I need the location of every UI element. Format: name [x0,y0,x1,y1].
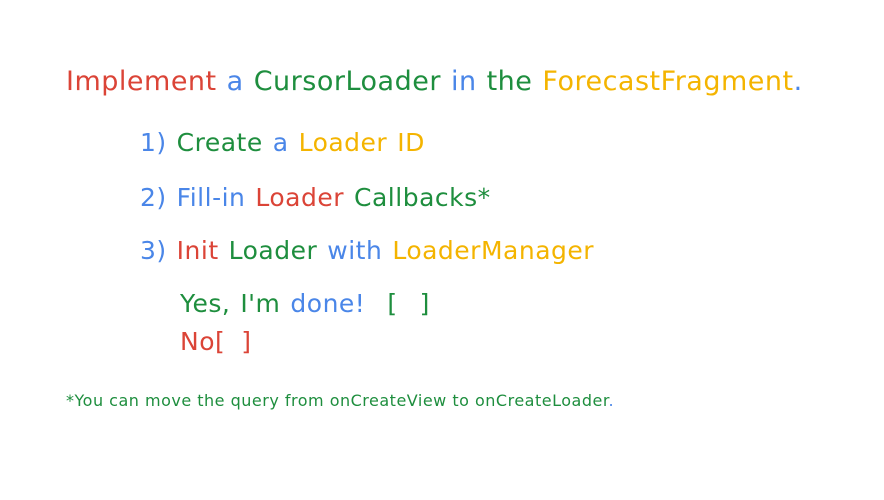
step-2-number: 2) [140,183,167,212]
step-2-word-loader: Loader [255,183,345,212]
title-word-implement: Implement [66,66,217,97]
step-3-word-init: Init [176,236,219,265]
title-word-forecastfragment: ForecastFragment [542,66,794,97]
step-3: 3) Init Loader with LoaderManager [140,236,594,265]
step-3-word-loader: Loader [228,236,318,265]
step-1-number: 1) [140,128,167,157]
answer-no-label: No [180,327,215,356]
step-1-word-loader: Loader [298,128,388,157]
footnote-text: *You can move the query from onCreateVie… [66,391,609,410]
step-1-word-create: Create [176,128,263,157]
step-1-word-a: a [272,128,289,157]
answer-yes-checkbox-open[interactable]: [ [387,289,398,318]
answer-yes-word-im: I'm [240,289,281,318]
footnote: *You can move the query from onCreateVie… [66,391,614,410]
step-3-number: 3) [140,236,167,265]
title-word-in: in [450,66,477,97]
footnote-period: . [608,391,615,410]
step-2: 2) Fill-in Loader Callbacks* [140,183,491,212]
step-3-word-with: with [327,236,383,265]
step-2-word-fill-in: Fill-in [176,183,246,212]
slide-title: Implement a CursorLoader in the ForecastFragm… [66,66,803,97]
answer-no-checkbox-open[interactable]: [ [215,327,226,356]
answer-yes-checkbox-close[interactable]: ] [419,289,430,318]
step-1-word-id: ID [397,128,425,157]
answer-no-checkbox-close[interactable]: ] [241,327,252,356]
answer-yes-word-yes: Yes [180,289,222,318]
title-period: . [793,66,803,97]
answer-yes-word-done: done! [290,289,366,318]
title-word-the: the [486,66,533,97]
title-word-cursorloader: CursorLoader [253,66,441,97]
step-2-word-callbacks: Callbacks* [354,183,491,212]
title-word-a: a [226,66,244,97]
step-1: 1) Create a Loader ID [140,128,425,157]
step-3-word-loadermanager: LoaderManager [392,236,595,265]
answer-no[interactable]: No[] [180,327,252,356]
answer-yes[interactable]: Yes, I'm done! [] [180,289,430,318]
answer-yes-comma: , [221,289,231,318]
